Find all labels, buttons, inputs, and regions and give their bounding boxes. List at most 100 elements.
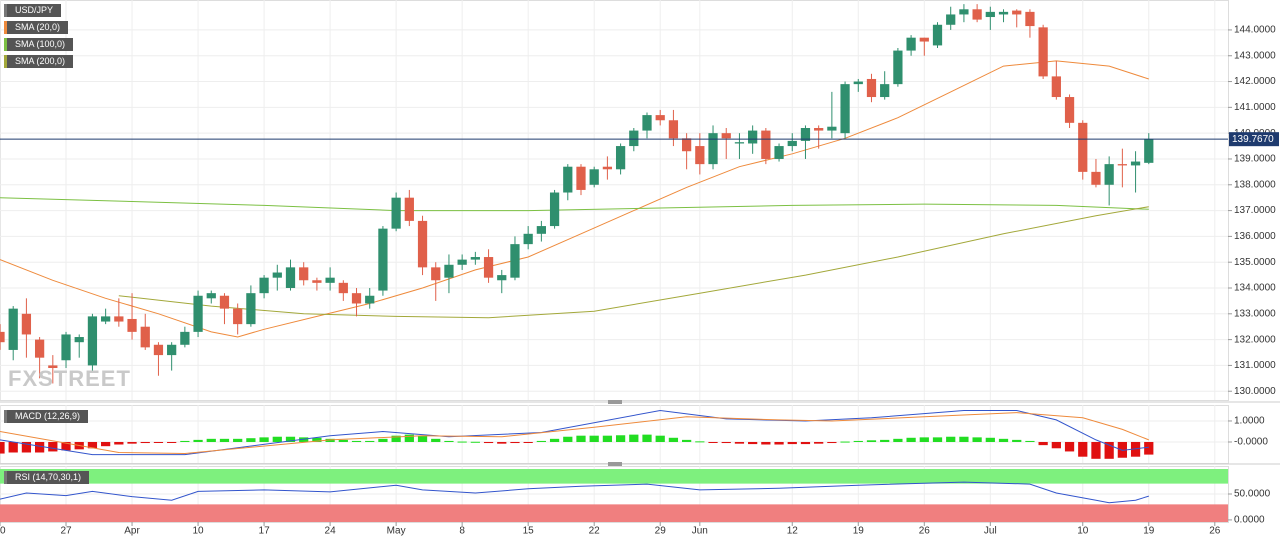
indicator-line [0,481,1149,504]
candle-body [167,344,177,356]
candle-body [193,295,203,332]
candle-body [523,233,533,245]
histogram-bar [153,441,164,443]
histogram-bar [272,436,282,442]
histogram-bar [576,435,586,442]
candle-body [695,146,705,165]
candle-body [444,264,454,278]
candle-body [365,295,375,304]
histogram-bar [695,441,705,443]
histogram-bar [959,436,969,442]
candle-body [629,130,639,147]
candle-body [998,11,1009,15]
histogram-bar [285,436,296,442]
histogram-bar [1038,441,1048,446]
y-tick-label: 130.0000 [1234,386,1276,397]
histogram-bar [193,439,203,442]
y-tick-label: 136.0000 [1234,231,1276,242]
indicator-line [118,206,1149,319]
histogram-bar [761,441,771,445]
histogram-bar [629,434,639,442]
candle-body [497,275,507,281]
histogram-bar [655,435,665,442]
histogram-bar [682,439,692,442]
histogram-bar [1012,439,1022,442]
candle-body [431,267,441,281]
candle-body [140,326,150,348]
candle-body [774,146,784,159]
candle-body [8,308,18,350]
histogram-bar [61,441,71,451]
histogram-bar [21,441,32,453]
plot-background [0,0,1228,522]
histogram-bar [563,436,573,442]
x-tick-label: 12 [787,526,799,537]
x-tick-label: 27 [60,526,72,537]
histogram-bar [536,440,546,442]
histogram-bar [708,441,718,443]
resize-handle [608,400,622,404]
histogram-bar [34,441,45,453]
y-tick-label: 134.0000 [1234,283,1276,294]
histogram-bar [1104,441,1114,459]
y-tick-label: 135.0000 [1234,257,1276,268]
histogram-bar [101,441,111,447]
histogram-bar [219,438,230,442]
histogram-bar [0,441,5,454]
histogram-bar [365,440,375,442]
histogram-bar [998,438,1009,442]
sma-legend[interactable]: SMA (100,0) [4,38,74,51]
histogram-bar [351,440,362,442]
last-price-label: 139.7670 [1232,134,1274,145]
candle-body [74,337,84,343]
candle-body [391,197,401,229]
histogram-bar [206,438,216,442]
histogram-bar [180,440,190,442]
candle-body [721,133,731,139]
histogram-bar [523,441,533,443]
candle-body [299,267,309,281]
candle-body [549,192,560,227]
histogram-bar [880,439,890,442]
histogram-bar [972,437,982,442]
candle-body [668,120,679,139]
histogram-bar [497,441,507,444]
sma-legend[interactable]: SMA (20,0) [4,21,69,34]
candle-body [1144,139,1154,163]
histogram-bar [391,435,401,442]
candle-body [272,272,282,278]
rsi-legend[interactable]: RSI (14,70,30,1) [4,471,90,484]
x-tick-label: Jul [984,526,997,537]
x-tick-label: 19 [1143,526,1155,537]
candle-body [378,228,388,291]
candle-body [919,37,929,42]
candle-body [510,244,520,278]
y-tick-label: 139.0000 [1234,154,1276,165]
histogram-bar [774,441,784,445]
candle-body [853,81,863,85]
histogram-bar [140,441,150,444]
sma-legend[interactable]: SMA (200,0) [4,55,74,68]
candle-body [114,316,124,322]
histogram-bar [866,440,877,442]
x-tick-label: 20 [0,526,6,537]
candle-body [748,130,758,144]
symbol-legend[interactable]: USD/JPY [4,4,62,17]
candle-body [246,293,256,325]
candle-body [325,277,335,283]
x-tick-label: 17 [259,526,271,537]
histogram-bar [906,437,916,442]
x-tick-label: 10 [193,526,205,537]
candle-body [87,316,98,366]
x-tick-label: May [387,526,406,537]
candle-body [1051,76,1061,98]
histogram-bar [246,438,256,442]
y-tick-label: 132.0000 [1234,334,1276,345]
histogram-bar [919,437,929,442]
x-tick-label: 8 [459,526,465,537]
candle-body [642,115,652,131]
x-tick-label: 24 [325,526,337,537]
histogram-bar [417,435,428,442]
macd-legend[interactable]: MACD (12,26,9) [4,410,89,423]
